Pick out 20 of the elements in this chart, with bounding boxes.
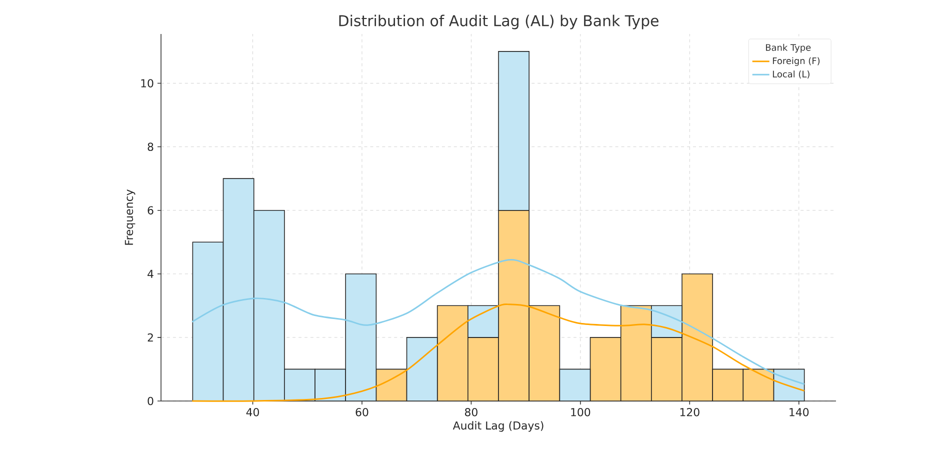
legend-title: Bank Type — [766, 44, 811, 53]
y-tick-label: 4 — [148, 270, 154, 278]
line-series — [191, 304, 806, 402]
y-tick-label: 2 — [148, 333, 153, 342]
x-tick-label: 60 — [356, 408, 368, 416]
x-tick-label: 80 — [464, 408, 478, 416]
y-tick-label: 8 — [148, 142, 154, 151]
x-tick-label: 40 — [246, 408, 259, 416]
x-tick-label: 100 — [571, 408, 590, 416]
y-tick-label: 10 — [141, 79, 154, 88]
line-series — [191, 259, 806, 385]
x-axis-title: Audit Lag (Days) — [452, 421, 544, 432]
legend-label: Foreign (F) — [772, 57, 820, 66]
x-tick-label: 140 — [790, 408, 809, 416]
chart-title: Distribution of Audit Lag (AL) by Bank Type — [339, 14, 658, 30]
y-axis-title: Frequency — [124, 190, 136, 245]
legend-label: Local (L) — [772, 70, 810, 79]
x-tick-label: 120 — [680, 408, 700, 416]
y-tick-label: 6 — [148, 206, 154, 214]
y-tick-label: 0 — [148, 396, 154, 406]
